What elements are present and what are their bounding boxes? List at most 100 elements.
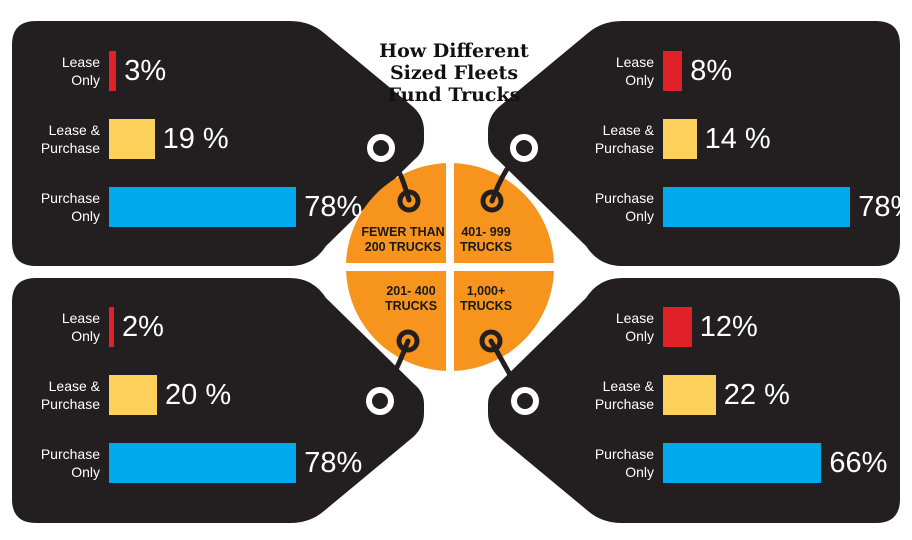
category-label-line-2: Purchase bbox=[40, 140, 100, 156]
bar-lease-only bbox=[109, 307, 114, 347]
category-label-line-1: Lease & bbox=[602, 122, 654, 138]
segment-label-0: FEWER THAN 200 TRUCKS bbox=[360, 225, 446, 255]
string-top-right bbox=[489, 145, 527, 204]
value-label: 20 % bbox=[165, 379, 232, 411]
bar-row-purchase-only: Purchase Only 66% bbox=[572, 441, 912, 485]
category-label-line-2: Purchase bbox=[594, 396, 654, 412]
bar-row-purchase-only: Purchase Only 78% bbox=[572, 185, 912, 229]
category-label: Lease Only bbox=[18, 305, 100, 349]
panel-1: Lease Only 8% Lease & Purchase 14 % Purchase On… bbox=[572, 44, 912, 284]
bar-row-lease-and-purchase: Lease & Purchase 14 % bbox=[572, 117, 912, 161]
segment-label-line-1: 201- 400 bbox=[386, 284, 436, 298]
category-label-line-1: Lease bbox=[61, 54, 100, 70]
value-label: 2% bbox=[122, 311, 164, 343]
category-label: Lease Only bbox=[572, 49, 654, 93]
value-label: 78% bbox=[304, 191, 363, 223]
string-bottom-left bbox=[377, 338, 411, 403]
value-label: 3% bbox=[124, 55, 167, 87]
segment-label-line-1: FEWER THAN bbox=[361, 225, 445, 239]
category-label-line-1: Purchase bbox=[40, 190, 100, 206]
circle-segment-bottom-left bbox=[346, 271, 446, 371]
bar-row-purchase-only: Purchase Only 78% bbox=[18, 185, 362, 229]
segment-label-3: 1,000+ TRUCKS bbox=[456, 284, 516, 314]
category-label-line-2: Purchase bbox=[594, 140, 654, 156]
category-label-line-2: Only bbox=[71, 72, 100, 88]
hang-ring-top-left bbox=[367, 134, 395, 162]
category-label: Lease & Purchase bbox=[18, 373, 100, 417]
segment-label-1: 401- 999 TRUCKS bbox=[456, 225, 516, 255]
bar-lease-and-purchase bbox=[663, 375, 716, 415]
category-label: Lease Only bbox=[572, 305, 654, 349]
category-label-line-2: Only bbox=[71, 208, 100, 224]
value-label: 78% bbox=[858, 191, 912, 223]
category-label-line-1: Lease bbox=[615, 310, 654, 326]
category-label: Purchase Only bbox=[18, 185, 100, 229]
category-label-line-2: Only bbox=[71, 464, 100, 480]
bar-lease-and-purchase bbox=[109, 375, 157, 415]
bar-row-purchase-only: Purchase Only 78% bbox=[18, 441, 362, 485]
bar-row-lease-only: Lease Only 12% bbox=[572, 305, 912, 349]
panel-2: Lease Only 2% Lease & Purchase 20 % Purchase On… bbox=[18, 300, 362, 540]
category-label-line-2: Purchase bbox=[40, 396, 100, 412]
category-label-line-1: Lease & bbox=[602, 378, 654, 394]
hang-ring-bottom-right bbox=[511, 387, 539, 415]
category-label-line-1: Purchase bbox=[594, 190, 654, 206]
category-label: Purchase Only bbox=[572, 441, 654, 485]
bar-purchase-only bbox=[109, 187, 297, 227]
value-label: 19 % bbox=[162, 123, 229, 155]
category-label-line-1: Lease & bbox=[48, 378, 100, 394]
title-line-2: Sized Fleets bbox=[389, 62, 519, 84]
category-label-line-2: Only bbox=[625, 328, 654, 344]
category-label-line-1: Lease & bbox=[48, 122, 100, 138]
segment-label-line-1: 1,000+ bbox=[466, 284, 506, 298]
category-label-line-1: Lease bbox=[61, 310, 100, 326]
circle-segment-top-right bbox=[454, 163, 554, 263]
segment-label-line-1: 401- 999 bbox=[461, 225, 511, 239]
title-line-1: How Different bbox=[379, 40, 529, 62]
hang-ring-top-right bbox=[510, 134, 538, 162]
category-label-line-2: Only bbox=[71, 328, 100, 344]
category-label-line-2: Only bbox=[625, 464, 654, 480]
value-label: 22 % bbox=[723, 379, 790, 411]
bar-lease-and-purchase bbox=[663, 119, 697, 159]
bar-purchase-only bbox=[109, 443, 297, 483]
value-label: 66% bbox=[829, 447, 888, 479]
segment-label-2: 201- 400 TRUCKS bbox=[380, 284, 442, 314]
bar-row-lease-only: Lease Only 8% bbox=[572, 49, 912, 93]
segment-label-line-2: TRUCKS bbox=[384, 299, 438, 313]
bar-purchase-only bbox=[663, 187, 851, 227]
panel-3: Lease Only 12% Lease & Purchase 22 % Purchase O… bbox=[572, 300, 912, 540]
value-label: 8% bbox=[690, 55, 733, 87]
category-label: Lease & Purchase bbox=[18, 117, 100, 161]
anchor-ring-bottom-left bbox=[396, 329, 420, 353]
bar-row-lease-and-purchase: Lease & Purchase 22 % bbox=[572, 373, 912, 417]
bar-lease-and-purchase bbox=[109, 119, 155, 159]
category-label-line-1: Purchase bbox=[40, 446, 100, 462]
category-label-line-2: Only bbox=[625, 208, 654, 224]
title-line-3: Fund Trucks bbox=[387, 84, 521, 106]
value-label: 78% bbox=[304, 447, 363, 479]
category-label: Purchase Only bbox=[572, 185, 654, 229]
category-label-line-1: Purchase bbox=[594, 446, 654, 462]
bar-row-lease-only: Lease Only 3% bbox=[18, 49, 358, 93]
circle-segment-top-left bbox=[346, 163, 446, 263]
panel-0: Lease Only 3% Lease & Purchase 19 % Purchase On… bbox=[18, 44, 362, 284]
circle-segment-bottom-right bbox=[454, 271, 554, 371]
bar-row-lease-only: Lease Only 2% bbox=[18, 305, 358, 349]
bar-lease-only bbox=[663, 307, 692, 347]
value-label: 12% bbox=[699, 311, 758, 343]
hang-ring-bottom-left bbox=[366, 387, 394, 415]
segment-label-line-2: 200 TRUCKS bbox=[364, 240, 442, 254]
bar-lease-only bbox=[109, 51, 117, 91]
anchor-ring-top-right bbox=[480, 189, 504, 213]
segment-label-line-2: TRUCKS bbox=[459, 299, 513, 313]
category-label: Lease & Purchase bbox=[572, 117, 654, 161]
chart-title: How Different Sized Fleets Fund Trucks bbox=[348, 40, 560, 106]
category-label: Lease & Purchase bbox=[572, 373, 654, 417]
bar-purchase-only bbox=[663, 443, 822, 483]
value-label: 14 % bbox=[704, 123, 771, 155]
bar-lease-only bbox=[663, 51, 683, 91]
category-label-line-2: Only bbox=[625, 72, 654, 88]
bar-row-lease-and-purchase: Lease & Purchase 20 % bbox=[18, 373, 358, 417]
